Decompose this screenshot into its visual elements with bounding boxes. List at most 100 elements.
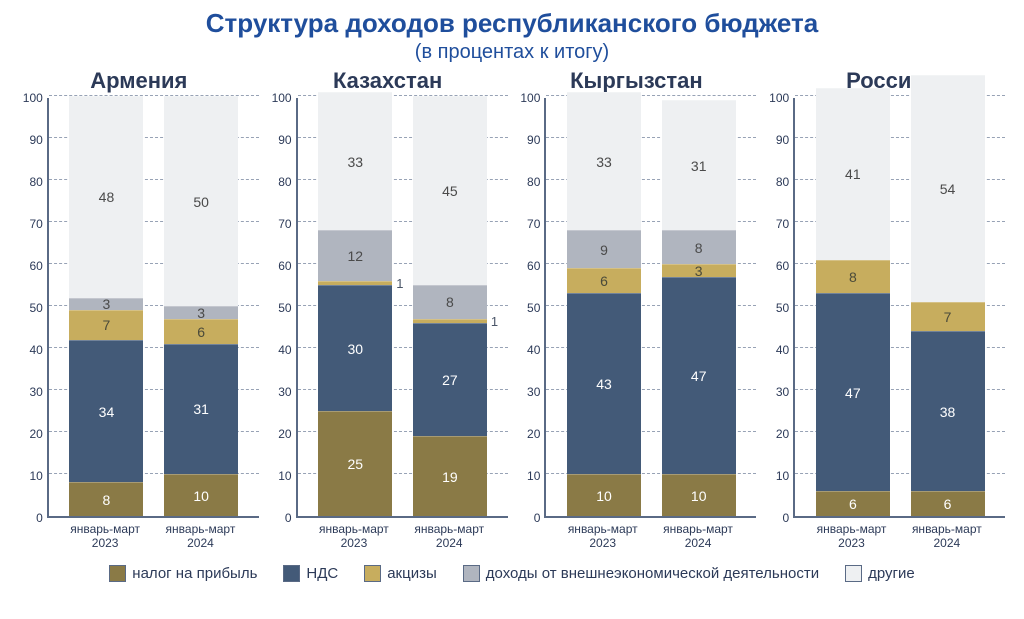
segment-profit_tax: 8 [69,482,143,516]
segment-foreign: 3 [164,306,238,319]
y-tick: 60 [278,259,291,273]
y-tick: 20 [527,427,540,441]
y-tick: 50 [776,301,789,315]
chart-header: Структура доходов республиканского бюдже… [0,0,1024,64]
segment-profit_tax: 6 [911,491,985,516]
panel-Кыргызстан: Кыргызстан010203040506070809010010436933… [516,68,756,551]
segment-other: 45 [413,96,487,285]
segment-excise: 7 [911,302,985,331]
legend-label: другие [868,565,915,582]
legend-swatch [463,565,480,582]
bars: 647841638754 [795,98,1005,516]
x-label: январь-март2023 [68,522,142,551]
legend-item-excise: акцизы [364,565,437,582]
y-tick: 90 [776,133,789,147]
bar: 19278451 [413,96,487,516]
y-tick: 50 [278,301,291,315]
segment-excise: 7 [69,310,143,339]
y-tick: 30 [776,385,789,399]
y-tick: 90 [278,133,291,147]
x-label: январь-март2023 [566,522,640,551]
plot-area: 01020304050607080901001043693310473831 [544,98,756,518]
y-axis: 0102030405060708090100 [765,98,791,518]
legend-swatch [845,565,862,582]
segment-profit_tax: 6 [816,491,890,516]
segment-foreign: 9 [567,230,641,268]
x-label: январь-март2023 [815,522,889,551]
bar: 10316350 [164,96,238,516]
segment-profit_tax: 10 [662,474,736,516]
segment-other: 33 [567,92,641,231]
y-tick: 60 [29,259,42,273]
y-tick: 40 [776,343,789,357]
y-tick: 70 [527,217,540,231]
callout-label: 1 [491,314,498,329]
y-tick: 40 [29,343,42,357]
segment-vat: 27 [413,323,487,436]
plot-box: 647841638754 [793,98,1005,518]
segment-vat: 47 [662,277,736,474]
y-tick: 40 [278,343,291,357]
y-tick: 100 [272,91,292,105]
legend-label: НДС [306,565,338,582]
y-tick: 30 [527,385,540,399]
panel-title: Армения [19,68,259,94]
y-tick: 10 [29,469,42,483]
legend-swatch [109,565,126,582]
y-tick: 100 [23,91,43,105]
bar: 253012331 [318,92,392,516]
bar: 647841 [816,88,890,516]
y-tick: 80 [776,175,789,189]
legend-item-vat: НДС [283,565,338,582]
y-tick: 10 [527,469,540,483]
y-tick: 10 [278,469,291,483]
segment-profit_tax: 10 [567,474,641,516]
y-axis: 0102030405060708090100 [516,98,542,518]
x-labels: январь-март2023январь-март2024 [296,522,508,551]
y-tick: 20 [278,427,291,441]
x-labels: январь-март2023январь-март2024 [793,522,1005,551]
bars: 834734810316350 [49,98,259,516]
panel-Армения: Армения010203040506070809010083473481031… [19,68,259,551]
segment-vat: 47 [816,293,890,490]
y-tick: 90 [29,133,42,147]
bar: 10473831 [662,100,736,516]
y-tick: 20 [776,427,789,441]
segment-other: 33 [318,92,392,231]
x-labels: январь-март2023 январь-март2024 [544,522,756,551]
y-tick: 60 [527,259,540,273]
y-tick: 70 [278,217,291,231]
x-label: январь-март2024 [163,522,237,551]
y-tick: 60 [776,259,789,273]
panel-title: Казахстан [268,68,508,94]
panel-title: Кыргызстан [516,68,756,94]
callout-label: 1 [396,276,403,291]
y-tick: 0 [36,511,43,525]
y-tick: 70 [776,217,789,231]
plot-area: 0102030405060708090100834734810316350 [47,98,259,518]
y-tick: 100 [520,91,540,105]
plot-box: 1043693310473831 [544,98,756,518]
legend-swatch [283,565,300,582]
segment-foreign: 8 [413,285,487,319]
legend-label: акцизы [387,565,437,582]
plot-box: 834734810316350 [47,98,259,518]
segment-other: 31 [662,100,736,230]
segment-profit_tax: 19 [413,436,487,516]
y-tick: 80 [527,175,540,189]
segment-excise: 3 [662,264,736,277]
chart-panels: Армения010203040506070809010083473481031… [0,64,1024,551]
segment-other: 48 [69,96,143,298]
chart-subtitle: (в процентах к итогу) [0,41,1024,64]
segment-other: 54 [911,75,985,302]
segment-profit_tax: 10 [164,474,238,516]
x-label: январь-март2023 [317,522,391,551]
x-label: январь-март2024 [661,522,735,551]
y-tick: 90 [527,133,540,147]
y-tick: 70 [29,217,42,231]
legend-item-foreign: доходы от внешнеэкономической деятельнос… [463,565,819,582]
legend-item-profit_tax: налог на прибыль [109,565,257,582]
y-tick: 50 [527,301,540,315]
segment-excise: 6 [164,319,238,344]
y-tick: 80 [278,175,291,189]
